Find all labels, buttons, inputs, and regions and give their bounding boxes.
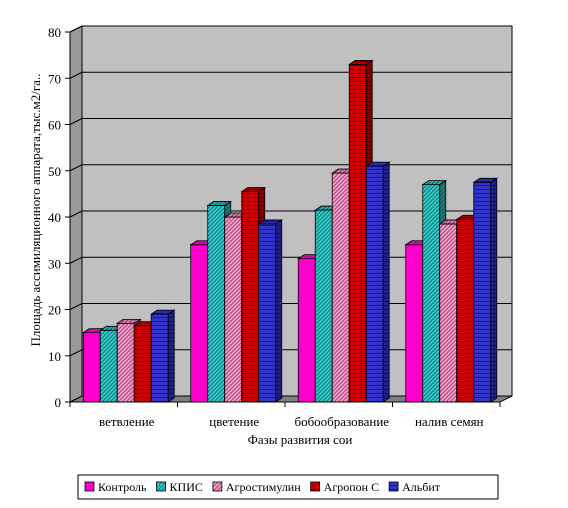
y-tick-label: 50 — [48, 164, 61, 179]
legend-item: Контроль — [84, 480, 147, 494]
legend: Контроль КПИС Агростимулин Агропон С Альбит — [77, 474, 499, 500]
y-tick-label: 0 — [55, 395, 62, 410]
y-axis-title: Площадь ассимиляционного аппарата,тыс.м2… — [28, 74, 43, 347]
x-axis-title: Фазы развития сои — [248, 432, 353, 447]
y-tick-label: 30 — [48, 256, 61, 271]
y-tick-label: 80 — [48, 25, 61, 40]
legend-label: Агростимулин — [226, 480, 301, 494]
legend-swatch — [212, 481, 223, 492]
bar — [472, 177, 499, 403]
legend-item: Агропон С — [310, 480, 379, 494]
legend-label: КПИС — [170, 480, 203, 494]
y-tick-label: 20 — [48, 303, 61, 318]
bars — [81, 59, 499, 403]
y-tick-label: 40 — [48, 210, 61, 225]
legend-item: Агростимулин — [212, 480, 301, 494]
legend-swatch — [156, 481, 166, 492]
x-tick-label: бобообразование — [294, 414, 389, 429]
x-tick-labels: ветвление цветение бобообразование налив се… — [99, 414, 484, 429]
legend-item: Альбит — [388, 480, 441, 494]
axes — [65, 31, 501, 407]
bar — [149, 309, 176, 403]
legend-label: Контроль — [98, 480, 147, 494]
gridline — [69, 25, 512, 33]
x-tick-label: цветение — [209, 414, 259, 429]
legend-swatch — [84, 481, 95, 492]
bar — [257, 219, 284, 403]
legend-swatch — [388, 481, 399, 492]
legend-item: КПИС — [156, 480, 203, 494]
y-tick-label: 60 — [48, 118, 61, 133]
y-tick-label: 70 — [48, 71, 61, 86]
y-tick-label: 10 — [48, 349, 61, 364]
x-tick-label: ветвление — [99, 414, 155, 429]
legend-label: Агропон С — [324, 480, 379, 494]
legend-label: Альбит — [402, 480, 441, 494]
legend-swatch — [310, 481, 321, 492]
y-tick-labels: 0 10 20 30 40 50 60 70 80 — [48, 25, 61, 410]
bar — [364, 161, 391, 403]
x-tick-label: налив семян — [415, 414, 484, 429]
